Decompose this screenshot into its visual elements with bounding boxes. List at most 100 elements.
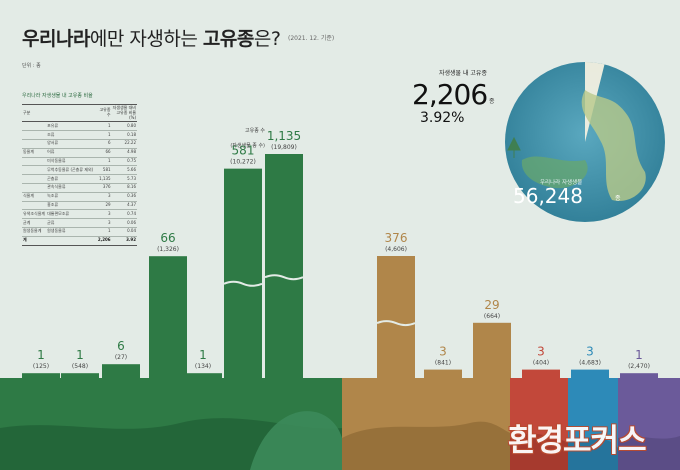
bar-12 — [620, 373, 658, 378]
value-label-2: 6 — [117, 339, 125, 353]
land-patch — [521, 156, 588, 189]
table-cell-group — [22, 174, 47, 184]
value-label-8: 3 — [439, 345, 447, 359]
table-cell-name: 어류 — [46, 148, 95, 158]
native-count-label-1: (548) — [72, 363, 88, 370]
table-total-label: 계 — [22, 235, 47, 246]
table-cell-group — [22, 201, 47, 211]
endemic-percent: 3.92% — [420, 110, 465, 126]
endemic-count: 2,206 — [412, 78, 488, 111]
table-row: 무척추동물류 (곤충류 제외) 581 5.66 — [22, 165, 137, 176]
table-cell-group — [22, 165, 47, 176]
table-cell-name: 곤충류 — [46, 174, 95, 184]
value-label-1: 1 — [76, 348, 84, 362]
table-cell-group — [22, 121, 47, 132]
table-cell-ratio: 4.98 — [111, 148, 137, 158]
bar-3 — [149, 256, 187, 378]
native-count-label-2: (27) — [115, 354, 127, 361]
table-cell-count: 581 — [94, 165, 112, 176]
table-row: 관속식물류 376 8.16 — [22, 183, 137, 193]
axis-break-6 — [264, 274, 304, 281]
table-cell-count: 3 — [94, 192, 112, 202]
table-cell-count: 66 — [94, 148, 112, 158]
table-cell-ratio: 4.37 — [111, 201, 137, 211]
table-cell-ratio: 0.18 — [111, 130, 137, 140]
table-cell-count: 3 — [94, 218, 112, 228]
native-count-label-4: (134) — [195, 363, 211, 370]
bar-5 — [224, 168, 262, 378]
table-cell-group — [22, 139, 47, 149]
table-cell-ratio: 5.73 — [111, 174, 137, 184]
table-cell-group — [22, 157, 47, 167]
native-annotation: (자생생물 종 수) — [230, 142, 265, 149]
native-count-label-6: (19,809) — [271, 144, 297, 151]
table-cell-count: 6 — [94, 139, 112, 149]
table-cell-ratio: 0.80 — [111, 121, 137, 132]
table-cell-ratio: 22.22 — [111, 139, 137, 149]
table-header-category: 구분 — [22, 103, 95, 123]
value-label-5: 581 — [232, 144, 255, 158]
endemic-ratio-table: 우리나라 자생생물 내 고유종 비율 구분 고유종 수 자생생물 대비 고유종 … — [22, 92, 137, 246]
native-species-globe: 우리나라 자생생물 56,248 종 — [505, 62, 665, 222]
value-label-10: 3 — [537, 345, 545, 359]
table-cell-group — [22, 130, 47, 140]
korea-peninsula-land — [581, 90, 646, 201]
bar-2 — [102, 364, 140, 378]
table-cell-name: 포유류 — [46, 121, 95, 132]
table-row: 식물계 녹조류 3 0.36 — [22, 192, 137, 202]
table-header-ratio: 자생생물 대비 고유종 비율(%) — [111, 103, 137, 123]
native-count-label-3: (1,326) — [157, 246, 179, 253]
table-row: 홍조류 29 4.37 — [22, 201, 137, 211]
value-label-11: 3 — [586, 345, 594, 359]
page-title: 우리나라에만 자생하는 고유종은? — [22, 28, 281, 50]
value-label-3: 66 — [160, 231, 175, 245]
table-cell-group: 균계 — [22, 218, 47, 228]
tree-icon — [507, 136, 521, 158]
axis-break-7 — [376, 320, 416, 327]
bar-11 — [571, 369, 609, 378]
table-cell-name: 대롱편모조류 — [46, 209, 95, 220]
table-cell-ratio: 5.66 — [111, 165, 137, 176]
table-cell-group: 동물계 — [22, 148, 47, 158]
hill-shape — [342, 421, 510, 470]
table-cell-ratio: 0.06 — [111, 218, 137, 228]
table-title: 우리나라 자생생물 내 고유종 비율 — [22, 93, 93, 99]
hill-shape — [510, 433, 568, 470]
native-count-label-9: (664) — [484, 313, 500, 320]
value-label-6: 1,135 — [267, 129, 301, 143]
native-count-label-7: (4,606) — [385, 246, 407, 253]
table-cell-count: 1 — [94, 157, 112, 167]
table-cell-name: 양서류 — [46, 139, 95, 149]
bar-10 — [522, 369, 560, 378]
table-cell-count: 29 — [94, 201, 112, 211]
bar-9 — [473, 322, 511, 378]
axis-break-5 — [223, 280, 263, 287]
bar-7 — [377, 256, 415, 378]
table-cell-ratio: 0.74 — [111, 209, 137, 220]
count-annotation: 고유종 수 — [245, 128, 265, 134]
table-row: 균계 균류 3 0.06 — [22, 218, 137, 228]
table-cell-name: 무척추동물류 (곤충류 제외) — [46, 165, 95, 176]
table-cell-name: 조류 — [46, 130, 95, 140]
table-row: 조류 1 0.18 — [22, 130, 137, 140]
native-count-label-11: (4,683) — [579, 360, 601, 367]
native-count-label-5: (10,272) — [230, 159, 256, 166]
table-cell-name: 홍조류 — [46, 201, 95, 211]
table-row: 포유류 1 0.80 — [22, 121, 137, 132]
native-count-label-10: (404) — [533, 360, 549, 367]
table-cell-ratio: 0.36 — [111, 192, 137, 202]
table-cell-name: 미삭동물류 — [46, 157, 95, 167]
native-label: 우리나라 자생생물 — [540, 178, 582, 186]
table-cell-name: 균류 — [46, 218, 95, 228]
hill-shape — [618, 436, 680, 470]
native-count: 56,248 — [513, 184, 583, 208]
value-label-4: 1 — [199, 348, 207, 362]
bar-4 — [184, 373, 222, 378]
table-cell-count: 3 — [94, 209, 112, 220]
table-total-count: 2,206 — [94, 235, 112, 246]
table-cell-group: 식물계 — [22, 192, 47, 202]
value-label-12: 1 — [635, 348, 643, 362]
endemic-label: 자생생물 내 고유종 — [439, 70, 487, 77]
reference-date: (2021. 12. 기준) — [288, 35, 335, 42]
table-cell-group — [22, 183, 47, 193]
